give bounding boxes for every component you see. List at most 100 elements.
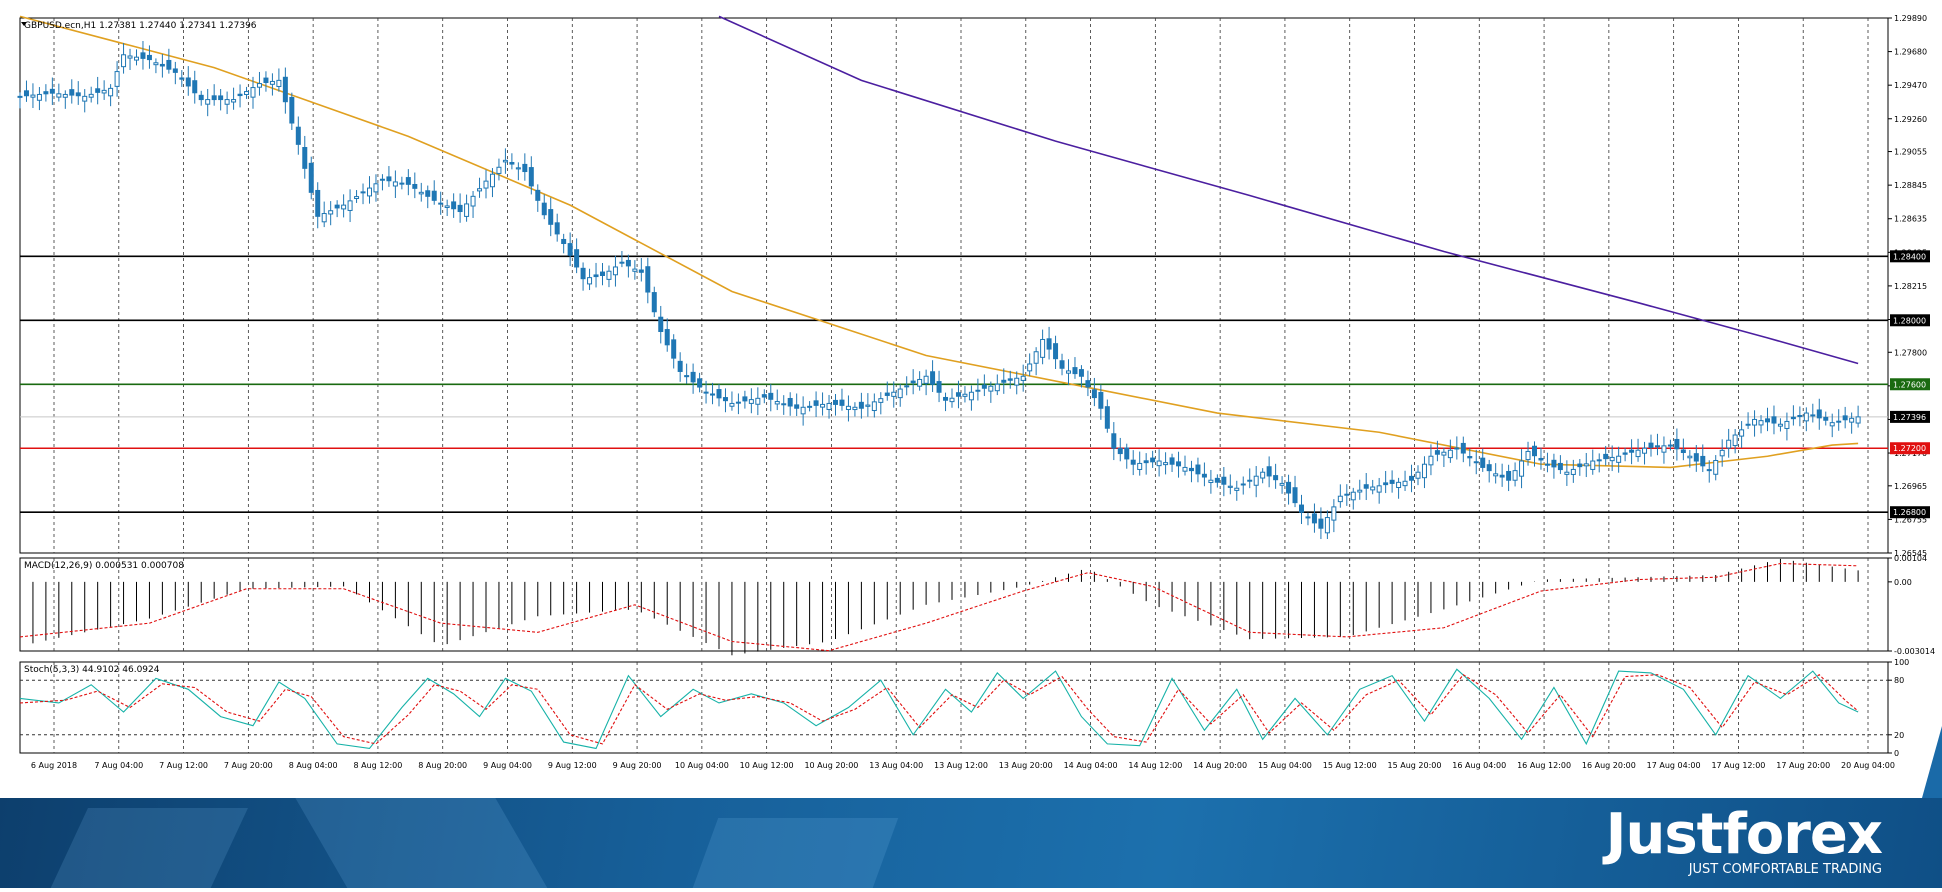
candle-body bbox=[1279, 482, 1285, 486]
candle-body bbox=[1402, 480, 1408, 487]
candle-body bbox=[1415, 471, 1421, 479]
candle-body bbox=[1201, 473, 1207, 478]
candle-body bbox=[1849, 417, 1855, 423]
y-tick-label: 1.26755 bbox=[1894, 515, 1927, 524]
collapse-icon bbox=[21, 22, 27, 26]
candle-body bbox=[140, 52, 146, 59]
candle-body bbox=[587, 277, 593, 285]
candle-body bbox=[748, 399, 754, 404]
candle-body bbox=[690, 371, 696, 383]
candle-body bbox=[904, 385, 910, 388]
candle-body bbox=[1544, 463, 1550, 466]
candle-body bbox=[619, 261, 625, 264]
candle-body bbox=[250, 87, 256, 98]
candle-body bbox=[1616, 455, 1622, 463]
candle-body bbox=[502, 159, 508, 163]
candle-body bbox=[664, 329, 670, 346]
candle-body bbox=[315, 189, 321, 217]
x-tick-label: 13 Aug 20:00 bbox=[999, 761, 1053, 770]
candle-body bbox=[1771, 416, 1777, 424]
candle-body bbox=[302, 147, 308, 169]
candle-body bbox=[192, 80, 198, 94]
candle-body bbox=[1493, 473, 1499, 477]
candle-body bbox=[1182, 466, 1188, 472]
candle-body bbox=[729, 402, 735, 407]
banner-decoration bbox=[32, 808, 248, 888]
candle-body bbox=[1344, 493, 1350, 496]
x-tick-label: 16 Aug 20:00 bbox=[1582, 761, 1636, 770]
candle-body bbox=[1512, 470, 1518, 481]
candle-body bbox=[49, 88, 55, 94]
candle-body bbox=[638, 269, 644, 273]
candle-body bbox=[205, 99, 211, 105]
candle-body bbox=[1286, 481, 1292, 494]
candle-body bbox=[172, 68, 178, 73]
candle-body bbox=[574, 249, 580, 268]
price-level-tag bbox=[1890, 250, 1930, 263]
candle-body bbox=[651, 292, 657, 313]
candle-body bbox=[820, 403, 826, 408]
candle-body bbox=[1337, 495, 1343, 503]
candle-body bbox=[897, 388, 903, 399]
candle-body bbox=[1570, 468, 1576, 475]
price-level-label: 1.27396 bbox=[1893, 413, 1926, 422]
x-tick-label: 15 Aug 12:00 bbox=[1323, 761, 1377, 770]
candle-body bbox=[347, 200, 353, 211]
candle-body bbox=[1797, 415, 1803, 418]
candle-body bbox=[166, 59, 172, 70]
candle-body bbox=[1564, 471, 1570, 475]
candle-body bbox=[1532, 445, 1537, 457]
y-tick-label: 1.29260 bbox=[1894, 115, 1927, 124]
stoch-tick-label: 100 bbox=[1894, 658, 1909, 667]
candle-body bbox=[1124, 447, 1130, 460]
candle-body bbox=[949, 397, 955, 403]
candle-body bbox=[1163, 462, 1169, 466]
candle-body bbox=[1027, 363, 1033, 372]
candle-body bbox=[884, 392, 890, 396]
candle-body bbox=[477, 188, 483, 192]
candle-body bbox=[1428, 455, 1434, 466]
candle-body bbox=[917, 378, 923, 387]
candle-body bbox=[1357, 489, 1363, 493]
macd-panel-frame bbox=[19, 557, 1889, 652]
candle-body bbox=[237, 93, 243, 97]
candle-body bbox=[1836, 420, 1842, 423]
candle-body bbox=[1150, 457, 1156, 463]
candle-body bbox=[988, 385, 994, 392]
candle-body bbox=[865, 404, 871, 407]
candle-body bbox=[1693, 453, 1699, 462]
candle-body bbox=[606, 270, 612, 280]
candle-body bbox=[600, 271, 605, 277]
candle-body bbox=[1176, 461, 1182, 467]
candle-body bbox=[697, 378, 703, 388]
candle-body bbox=[263, 77, 269, 84]
candle-body bbox=[1654, 445, 1660, 448]
candle-body bbox=[179, 77, 185, 80]
candle-body bbox=[1305, 516, 1311, 519]
candle-body bbox=[1156, 460, 1162, 467]
banner-decoration bbox=[681, 818, 899, 888]
candle-body bbox=[1046, 338, 1052, 350]
candle-body bbox=[852, 406, 858, 411]
candle-body bbox=[800, 406, 806, 415]
candle-body bbox=[1777, 423, 1783, 427]
candle-body bbox=[1739, 429, 1745, 437]
price-level-tag bbox=[1890, 410, 1930, 423]
candle-body bbox=[360, 191, 366, 194]
x-tick-label: 15 Aug 20:00 bbox=[1388, 761, 1442, 770]
candle-body bbox=[1726, 439, 1732, 449]
candle-body bbox=[1260, 471, 1266, 479]
x-tick-label: 16 Aug 12:00 bbox=[1517, 761, 1571, 770]
candle-body bbox=[438, 202, 444, 205]
candle-body bbox=[612, 266, 618, 276]
macd-tick-label: 0.00104 bbox=[1894, 554, 1927, 563]
candle-body bbox=[1551, 459, 1557, 468]
candle-body bbox=[134, 56, 139, 61]
candle-body bbox=[1318, 518, 1324, 529]
macd-tick-label: 0.00 bbox=[1894, 578, 1912, 587]
candle-body bbox=[56, 93, 62, 98]
candle-body bbox=[1467, 456, 1473, 459]
candle-body bbox=[1447, 449, 1453, 459]
candle-body bbox=[1732, 434, 1738, 447]
